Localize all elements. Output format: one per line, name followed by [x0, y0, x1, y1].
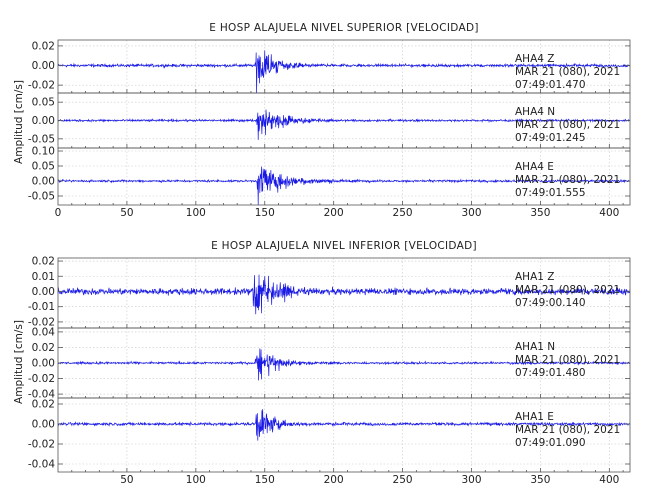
- y-tick-label: -0.02: [28, 373, 55, 385]
- y-tick-label: 0.01: [32, 271, 55, 283]
- station-label: AHA1 Z: [515, 271, 554, 283]
- waveform-trace: [57, 166, 631, 206]
- y-axis-label: Amplitud [cm/s]: [13, 80, 25, 164]
- time-label: 07:49:01.090: [515, 437, 586, 449]
- y-tick-label: -0.01: [28, 301, 55, 313]
- y-tick-label: -0.05: [28, 133, 55, 145]
- x-tick-label: 350: [530, 474, 550, 486]
- date-label: MAR 21 (080), 2021: [515, 284, 620, 296]
- y-tick-label: 0.02: [32, 40, 55, 52]
- x-tick-label: 150: [255, 207, 275, 219]
- x-tick-label: 0: [55, 207, 62, 219]
- time-label: 07:49:01.470: [515, 79, 586, 91]
- station-label: AHA4 E: [515, 161, 554, 173]
- y-tick-label: 0.00: [32, 419, 55, 431]
- x-tick-label: 100: [186, 474, 206, 486]
- x-tick-label: 200: [324, 207, 344, 219]
- y-tick-label: 0.00: [32, 358, 55, 370]
- x-tick-label: 250: [393, 207, 413, 219]
- figure-1: E HOSP ALAJUELA NIVEL SUPERIOR [VELOCIDA…: [13, 22, 631, 219]
- y-tick-label: 0.00: [32, 60, 55, 72]
- x-tick-label: 400: [599, 207, 619, 219]
- figure-2: E HOSP ALAJUELA NIVEL INFERIOR [VELOCIDA…: [13, 240, 631, 486]
- x-tick-label: 400: [599, 474, 619, 486]
- panel-frame: [57, 397, 631, 473]
- y-tick-label: 0.04: [32, 326, 56, 338]
- x-tick-label: 300: [461, 207, 481, 219]
- x-tick-label: 50: [120, 207, 133, 219]
- y-tick-label: -0.02: [28, 80, 55, 92]
- y-tick-label: 0.05: [32, 97, 55, 109]
- figure-title: E HOSP ALAJUELA NIVEL SUPERIOR [VELOCIDA…: [209, 22, 478, 34]
- y-tick-label: 0.00: [32, 286, 55, 298]
- y-tick-label: 0.00: [32, 176, 55, 188]
- panel-frame: [57, 147, 631, 206]
- station-label: AHA1 N: [515, 341, 555, 353]
- station-label: AHA4 Z: [515, 53, 554, 65]
- x-tick-label: 250: [393, 474, 413, 486]
- x-tick-label: 350: [530, 207, 550, 219]
- x-tick-label: 150: [255, 474, 275, 486]
- date-label: MAR 21 (080), 2021: [515, 424, 620, 436]
- y-tick-label: -0.02: [28, 316, 55, 328]
- time-label: 07:49:01.555: [515, 187, 586, 199]
- y-tick-label: 0.10: [32, 146, 55, 158]
- y-tick-label: 0.00: [32, 115, 55, 127]
- x-tick-label: 100: [186, 207, 206, 219]
- waveform-trace: [57, 274, 631, 315]
- y-tick-label: 0.02: [32, 256, 55, 268]
- date-label: MAR 21 (080), 2021: [515, 354, 620, 366]
- time-label: 07:49:01.480: [515, 367, 586, 379]
- date-label: MAR 21 (080), 2021: [515, 119, 620, 131]
- y-tick-label: -0.04: [28, 389, 55, 401]
- y-tick-label: 0.02: [32, 342, 55, 354]
- y-tick-label: 0.02: [32, 399, 55, 411]
- waveform-trace: [57, 409, 631, 441]
- waveform-trace: [57, 50, 631, 94]
- date-label: MAR 21 (080), 2021: [515, 174, 620, 186]
- y-tick-label: -0.02: [28, 439, 55, 451]
- station-label: AHA4 N: [515, 106, 555, 118]
- station-label: AHA1 E: [515, 411, 554, 423]
- y-axis-label: Amplitud [cm/s]: [13, 320, 25, 404]
- date-label: MAR 21 (080), 2021: [515, 66, 620, 78]
- figure-title: E HOSP ALAJUELA NIVEL INFERIOR [VELOCIDA…: [211, 240, 477, 252]
- y-tick-label: -0.04: [28, 459, 55, 471]
- y-tick-label: 0.05: [32, 161, 55, 173]
- waveform-trace: [57, 109, 631, 140]
- time-label: 07:49:00.140: [515, 297, 586, 309]
- y-tick-label: -0.05: [28, 191, 55, 203]
- x-tick-label: 300: [461, 474, 481, 486]
- waveform-trace: [57, 348, 631, 381]
- x-tick-label: 50: [120, 474, 133, 486]
- x-tick-label: 200: [324, 474, 344, 486]
- time-label: 07:49:01.245: [515, 132, 586, 144]
